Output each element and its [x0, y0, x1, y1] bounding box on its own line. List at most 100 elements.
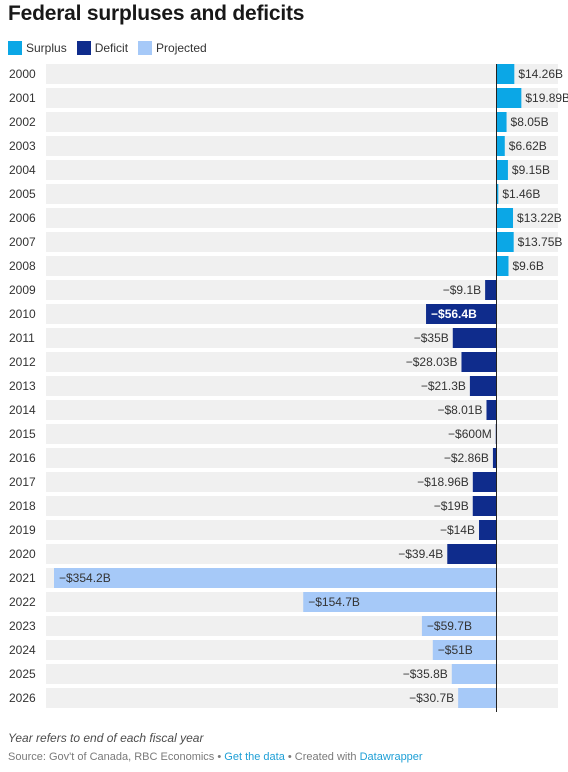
chart-title: Federal surpluses and deficits: [8, 2, 305, 25]
year-label: 2000: [9, 67, 36, 81]
value-label: −$51B: [438, 643, 473, 657]
year-label: 2004: [9, 163, 36, 177]
bar: [496, 232, 514, 252]
year-label: 2025: [9, 667, 36, 681]
row-background: [46, 352, 558, 372]
value-label: $6.62B: [509, 139, 547, 153]
bar: [54, 568, 497, 588]
year-label: 2012: [9, 355, 36, 369]
footer-note: Year refers to end of each fiscal year: [8, 731, 204, 745]
legend-item-surplus: Surplus: [8, 41, 67, 55]
value-label: $1.46B: [502, 187, 540, 201]
bar: [458, 688, 497, 708]
year-label: 2022: [9, 595, 36, 609]
year-label: 2020: [9, 547, 36, 561]
row-background: [46, 640, 558, 660]
row-background: [46, 328, 558, 348]
year-label: 2011: [9, 331, 35, 345]
bar-chart-svg: 2000 $14.26B 2001 $19.89B 2002 $8.05B 2003 $6.6…: [9, 64, 568, 712]
value-label: −$28.03B: [406, 355, 458, 369]
row-background: [46, 664, 558, 684]
bar-chart: 2000 $14.26B 2001 $19.89B 2002 $8.05B 2003 $6.6…: [0, 64, 568, 716]
row-background: [46, 472, 558, 492]
bar: [485, 280, 497, 300]
legend-swatch-projected: [138, 41, 153, 55]
bar: [469, 376, 497, 396]
value-label: $14.26B: [518, 67, 563, 81]
row-background: [46, 520, 558, 540]
bar: [496, 256, 509, 276]
bar: [496, 64, 515, 84]
row-background: [46, 184, 558, 204]
year-label: 2018: [9, 499, 36, 513]
year-label: 2013: [9, 379, 36, 393]
bar: [496, 208, 514, 228]
value-label: −$19B: [434, 499, 469, 513]
bar: [496, 136, 505, 156]
year-label: 2023: [9, 619, 36, 633]
row-background: [46, 136, 558, 156]
row-background: [46, 64, 558, 84]
value-label: $19.89B: [525, 91, 568, 105]
value-label: −$14B: [440, 523, 475, 537]
get-the-data-link[interactable]: Get the data: [224, 751, 285, 763]
value-label: −$154.7B: [308, 595, 360, 609]
legend-item-projected: Projected: [138, 41, 207, 55]
year-label: 2001: [9, 91, 36, 105]
bar: [496, 184, 499, 204]
legend-swatch-surplus: [8, 41, 22, 55]
bar: [496, 160, 508, 180]
row-background: [46, 256, 558, 276]
legend-label-deficit: Deficit: [94, 41, 129, 55]
row-background: [46, 688, 558, 708]
value-label: −$35.8B: [403, 667, 448, 681]
bar: [479, 520, 497, 540]
row-background: [46, 280, 558, 300]
year-label: 2021: [9, 571, 36, 585]
year-label: 2014: [9, 403, 36, 417]
year-label: 2006: [9, 211, 36, 225]
chart-legend: Surplus Deficit Projected: [8, 40, 217, 56]
datawrapper-link[interactable]: Datawrapper: [359, 751, 423, 763]
row-background: [46, 376, 558, 396]
row-background: [46, 496, 558, 516]
legend-swatch-deficit: [76, 41, 91, 55]
value-label: −$8.01B: [437, 403, 482, 417]
row-background: [46, 424, 558, 444]
footer-source: Source: Gov't of Canada, RBC Economics •…: [8, 751, 423, 763]
bar: [451, 664, 497, 684]
value-label: $13.22B: [517, 211, 562, 225]
value-label: $13.75B: [518, 235, 563, 249]
bar: [472, 496, 497, 516]
bar: [421, 616, 497, 636]
bar: [461, 352, 497, 372]
year-label: 2005: [9, 187, 36, 201]
value-label: −$35B: [414, 331, 449, 345]
value-label: −$18.96B: [417, 475, 469, 489]
bar: [303, 592, 497, 612]
source-text: Source: Gov't of Canada, RBC Economics •: [8, 751, 225, 763]
value-label: $9.6B: [512, 259, 543, 273]
row-background: [46, 112, 558, 132]
legend-label-projected: Projected: [156, 41, 207, 55]
year-label: 2007: [9, 235, 36, 249]
year-label: 2002: [9, 115, 36, 129]
year-label: 2015: [9, 427, 36, 441]
value-label: −$59.7B: [427, 619, 472, 633]
value-label: $9.15B: [512, 163, 550, 177]
value-label: $8.05B: [511, 115, 549, 129]
value-label: −$600M: [448, 427, 492, 441]
value-label: −$9.1B: [443, 283, 481, 297]
row-background: [46, 232, 558, 252]
value-label: −$21.3B: [421, 379, 466, 393]
row-background: [46, 208, 558, 228]
row-background: [46, 400, 558, 420]
row-background: [46, 544, 558, 564]
year-label: 2024: [9, 643, 36, 657]
value-label: −$2.86B: [444, 451, 489, 465]
row-background: [46, 160, 558, 180]
value-label: −$39.4B: [398, 547, 443, 561]
bar: [496, 112, 507, 132]
row-background: [46, 88, 558, 108]
created-with-text: • Created with: [284, 751, 360, 763]
